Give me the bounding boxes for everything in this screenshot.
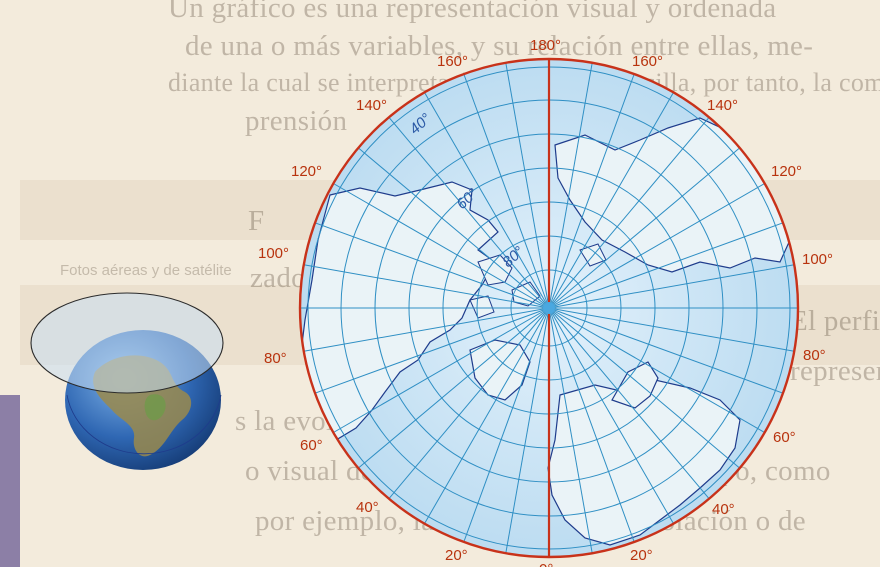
page-edge-strip	[0, 395, 20, 567]
meridian-line	[548, 307, 593, 554]
land-masses	[300, 117, 791, 546]
lon-label-160-right: 160°	[632, 53, 663, 70]
north-pole-marker	[543, 302, 555, 314]
meridian-line	[548, 307, 710, 500]
lon-label-80-right: 80°	[803, 347, 826, 364]
meridian-line	[548, 307, 765, 433]
meridian-line	[548, 307, 784, 394]
meridian-line	[303, 307, 550, 352]
lon-label-160-left: 160°	[437, 53, 468, 70]
globe-projection-plane-icon	[30, 292, 224, 470]
longitude-labels: 180° 160° 160° 140° 140° 120° 120° 100° …	[258, 37, 833, 567]
meridian-line	[463, 73, 550, 309]
meridian-line	[314, 222, 550, 309]
meridian-line	[548, 116, 710, 309]
map-border	[298, 57, 800, 559]
lon-label-100-right: 100°	[802, 251, 833, 268]
meridian-line	[505, 307, 550, 554]
lon-label-20-left: 20°	[445, 547, 468, 564]
meridian-line	[357, 307, 550, 469]
bg-line-2: de una o más variables, y su relación en…	[185, 30, 814, 62]
lon-label-20-right: 20°	[630, 547, 653, 564]
meridian-line	[548, 307, 741, 469]
lon-label-120-right: 120°	[771, 163, 802, 180]
meridian-line	[548, 73, 635, 309]
lon-label-140-right: 140°	[707, 97, 738, 114]
land-asia	[554, 117, 791, 273]
meridian-line	[357, 147, 550, 309]
meridian-line	[463, 307, 550, 543]
meridian-line	[388, 116, 550, 309]
meridian-line	[333, 307, 550, 433]
meridian-line	[424, 307, 550, 524]
lon-label-180: 180°	[530, 37, 561, 54]
meridian-line	[548, 183, 765, 309]
meridian-line	[548, 62, 593, 309]
meridian-line	[424, 92, 550, 309]
land-europe-africa	[547, 379, 741, 546]
meridian-line	[548, 264, 795, 309]
lon-label-80-left: 80°	[264, 350, 287, 367]
lon-label-0: 0°	[539, 561, 553, 567]
azimuthal-map: 40° 60° 80°	[298, 57, 800, 559]
bg-line-5: F	[248, 205, 265, 237]
lon-label-120-left: 120°	[291, 163, 322, 180]
meridian-line	[548, 307, 635, 543]
meridian-line	[505, 62, 550, 309]
bg-line-7: El perfil	[790, 305, 880, 337]
meridian-line	[333, 183, 550, 309]
lon-label-40-left: 40°	[356, 499, 379, 516]
meridian-line	[314, 307, 550, 394]
bg-line-4: prensión	[245, 105, 348, 137]
lon-label-140-left: 140°	[356, 97, 387, 114]
lon-label-100-left: 100°	[258, 245, 289, 262]
meridian-line	[548, 307, 674, 524]
meridian-line	[548, 307, 795, 352]
meridian-line	[548, 92, 674, 309]
bg-caption: Fotos aéreas y de satélite	[60, 262, 232, 279]
tangent-plane	[30, 292, 224, 394]
lon-label-40-right: 40°	[712, 501, 735, 518]
bg-line-1: Un gráfico es una representación visual …	[168, 0, 777, 24]
meridian-line	[548, 222, 784, 309]
bg-line-8: representa	[790, 355, 880, 387]
globe-greenery	[144, 394, 166, 421]
meridian-line	[388, 307, 550, 500]
meridians	[300, 62, 798, 554]
meridian-line	[548, 147, 741, 309]
meridian-line	[303, 264, 550, 309]
land-arctic-islands	[469, 243, 607, 319]
globe-outline	[66, 394, 222, 455]
lon-label-60-left: 60°	[300, 437, 323, 454]
lon-label-60-right: 60°	[773, 429, 796, 446]
